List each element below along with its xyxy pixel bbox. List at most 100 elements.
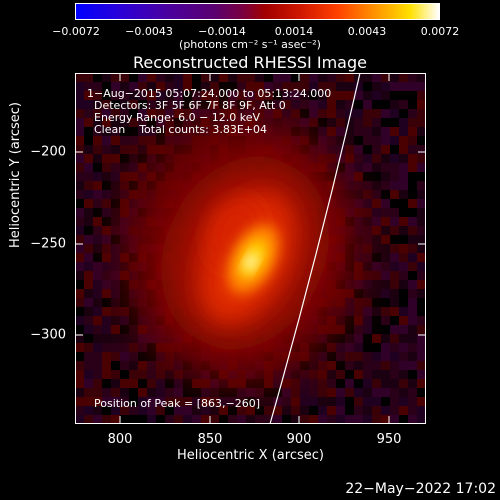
noise-pixel bbox=[390, 226, 399, 235]
noise-pixel bbox=[318, 352, 327, 361]
noise-pixel bbox=[408, 181, 417, 190]
noise-pixel bbox=[129, 127, 138, 136]
noise-pixel bbox=[381, 73, 390, 82]
noise-pixel bbox=[336, 163, 345, 172]
noise-pixel bbox=[111, 82, 120, 91]
noise-pixel bbox=[390, 100, 399, 109]
noise-pixel bbox=[120, 415, 129, 424]
noise-pixel bbox=[300, 379, 309, 388]
colorbar-tick: −0.0043 bbox=[125, 25, 173, 38]
noise-pixel bbox=[84, 388, 93, 397]
noise-pixel bbox=[354, 217, 363, 226]
noise-pixel bbox=[408, 145, 417, 154]
noise-pixel bbox=[381, 145, 390, 154]
noise-pixel bbox=[93, 397, 102, 406]
noise-pixel bbox=[273, 91, 282, 100]
noise-pixel bbox=[129, 91, 138, 100]
noise-pixel bbox=[363, 181, 372, 190]
noise-pixel bbox=[111, 136, 120, 145]
noise-pixel bbox=[354, 325, 363, 334]
noise-pixel bbox=[381, 289, 390, 298]
noise-pixel bbox=[84, 379, 93, 388]
noise-pixel bbox=[111, 307, 120, 316]
noise-pixel bbox=[102, 163, 111, 172]
noise-pixel bbox=[381, 190, 390, 199]
noise-pixel bbox=[165, 415, 174, 424]
noise-pixel bbox=[192, 388, 201, 397]
noise-pixel bbox=[336, 406, 345, 415]
noise-pixel bbox=[165, 109, 174, 118]
noise-pixel bbox=[309, 397, 318, 406]
noise-pixel bbox=[327, 370, 336, 379]
noise-pixel bbox=[93, 199, 102, 208]
noise-pixel bbox=[363, 127, 372, 136]
noise-pixel bbox=[147, 118, 156, 127]
noise-pixel bbox=[363, 325, 372, 334]
noise-pixel bbox=[417, 343, 426, 352]
noise-pixel bbox=[129, 100, 138, 109]
noise-pixel bbox=[408, 136, 417, 145]
noise-pixel bbox=[300, 406, 309, 415]
noise-pixel bbox=[93, 127, 102, 136]
noise-pixel bbox=[300, 109, 309, 118]
noise-pixel bbox=[372, 118, 381, 127]
noise-pixel bbox=[102, 172, 111, 181]
noise-pixel bbox=[390, 73, 399, 82]
peak-position-label: Position of Peak = [863,−260] bbox=[94, 397, 261, 410]
noise-pixel bbox=[408, 406, 417, 415]
noise-pixel bbox=[408, 154, 417, 163]
noise-pixel bbox=[300, 388, 309, 397]
noise-pixel bbox=[381, 370, 390, 379]
noise-pixel bbox=[354, 181, 363, 190]
noise-pixel bbox=[336, 100, 345, 109]
noise-pixel bbox=[84, 307, 93, 316]
noise-pixel bbox=[381, 181, 390, 190]
noise-pixel bbox=[264, 397, 273, 406]
noise-pixel bbox=[210, 397, 219, 406]
noise-pixel bbox=[84, 172, 93, 181]
noise-pixel bbox=[84, 244, 93, 253]
noise-pixel bbox=[417, 334, 426, 343]
noise-pixel bbox=[327, 406, 336, 415]
noise-pixel bbox=[75, 163, 84, 172]
noise-pixel bbox=[399, 325, 408, 334]
noise-pixel bbox=[363, 145, 372, 154]
noise-pixel bbox=[417, 244, 426, 253]
noise-pixel bbox=[75, 118, 84, 127]
noise-pixel bbox=[129, 379, 138, 388]
noise-pixel bbox=[381, 226, 390, 235]
noise-pixel bbox=[336, 325, 345, 334]
noise-pixel bbox=[93, 82, 102, 91]
noise-pixel bbox=[399, 181, 408, 190]
noise-pixel bbox=[147, 370, 156, 379]
noise-pixel bbox=[390, 361, 399, 370]
noise-pixel bbox=[363, 226, 372, 235]
noise-pixel bbox=[93, 388, 102, 397]
noise-pixel bbox=[345, 406, 354, 415]
noise-pixel bbox=[102, 325, 111, 334]
noise-pixel bbox=[354, 352, 363, 361]
noise-pixel bbox=[336, 109, 345, 118]
noise-pixel bbox=[417, 280, 426, 289]
noise-pixel bbox=[399, 334, 408, 343]
noise-pixel bbox=[246, 406, 255, 415]
noise-pixel bbox=[84, 100, 93, 109]
noise-pixel bbox=[336, 361, 345, 370]
noise-pixel bbox=[138, 109, 147, 118]
noise-pixel bbox=[390, 82, 399, 91]
noise-pixel bbox=[408, 163, 417, 172]
noise-pixel bbox=[120, 163, 129, 172]
noise-pixel bbox=[138, 127, 147, 136]
noise-pixel bbox=[417, 199, 426, 208]
noise-pixel bbox=[147, 379, 156, 388]
noise-pixel bbox=[309, 73, 318, 82]
noise-pixel bbox=[156, 370, 165, 379]
noise-pixel bbox=[345, 82, 354, 91]
noise-pixel bbox=[102, 127, 111, 136]
noise-pixel bbox=[102, 388, 111, 397]
noise-pixel bbox=[156, 136, 165, 145]
noise-pixel bbox=[345, 154, 354, 163]
noise-pixel bbox=[408, 325, 417, 334]
noise-pixel bbox=[102, 208, 111, 217]
noise-pixel bbox=[345, 100, 354, 109]
